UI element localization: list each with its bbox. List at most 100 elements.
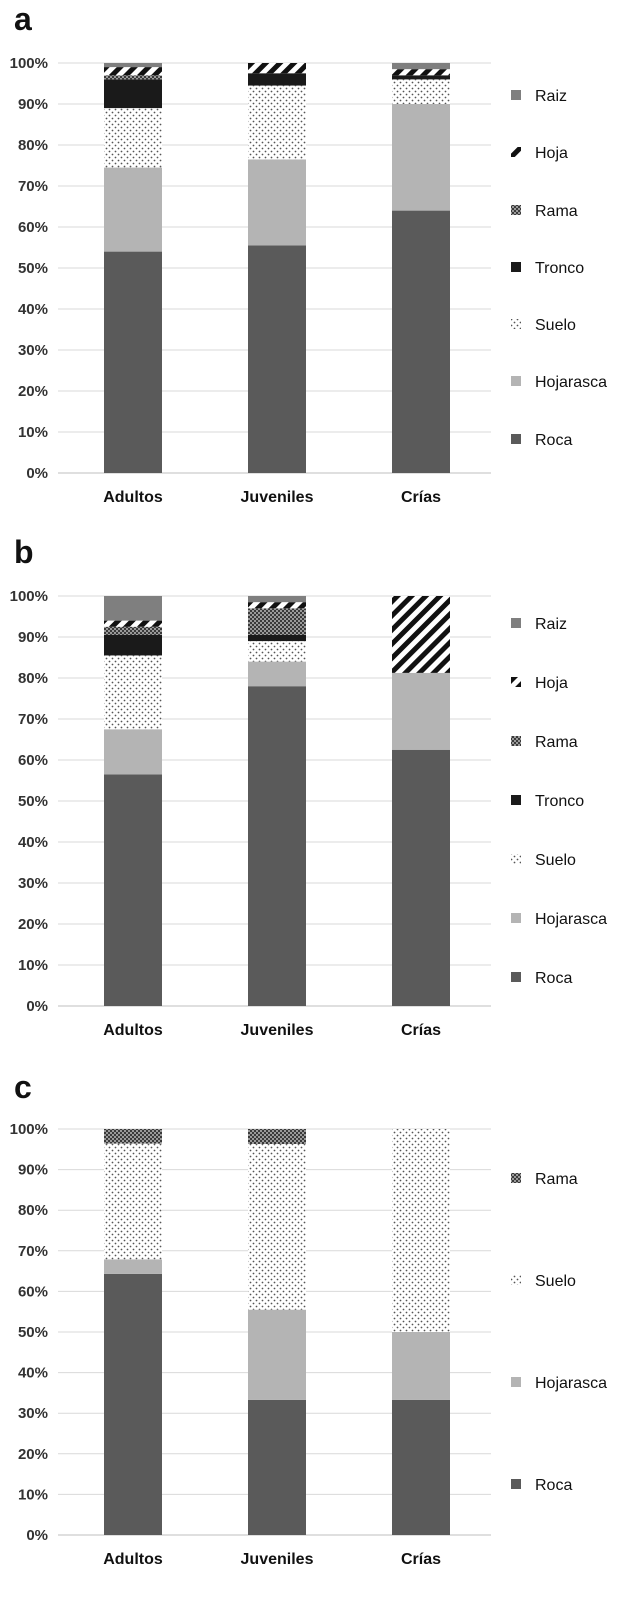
x-category-label: Crías (401, 1551, 441, 1568)
y-tick-label: 30% (18, 875, 48, 892)
bar-segment-hojarasca-adultos (104, 167, 162, 252)
bar-segment-suelo-juveniles (248, 641, 306, 662)
bar-segment-roca-crias (392, 210, 450, 473)
y-tick-label: 60% (18, 1283, 48, 1300)
bar-segment-hojarasca-adultos (104, 1259, 162, 1274)
bar-segment-raiz-adultos (104, 596, 162, 621)
legend-swatch-raiz (511, 90, 521, 100)
bar-segment-hojarasca-juveniles (248, 159, 306, 246)
legend-swatch-suelo (511, 854, 521, 864)
legend-label-tronco: Tronco (535, 260, 584, 277)
legend-swatch-tronco (511, 795, 521, 805)
y-tick-label: 20% (18, 916, 48, 933)
legend-label-rama: Rama (535, 203, 578, 220)
bar-segment-raiz-adultos (104, 63, 162, 68)
y-tick-label: 40% (18, 834, 48, 851)
bar-segment-hoja-crias (392, 596, 450, 673)
y-tick-label: 0% (26, 465, 48, 482)
bar-segment-hoja-adultos (104, 620, 162, 627)
y-tick-label: 0% (26, 1527, 48, 1544)
legend-label-hojarasca: Hojarasca (535, 1375, 607, 1392)
bar-segment-suelo-adultos (104, 1143, 162, 1260)
legend-swatch-suelo (511, 319, 521, 329)
bar-segment-tronco-juveniles (248, 73, 306, 86)
y-tick-label: 80% (18, 137, 48, 154)
bar-segment-tronco-adultos (104, 79, 162, 109)
y-tick-label: 0% (26, 998, 48, 1015)
y-tick-label: 10% (18, 1486, 48, 1503)
bar-segment-roca-juveniles (248, 686, 306, 1006)
legend-label-hoja: Hoja (535, 145, 568, 162)
y-tick-label: 70% (18, 178, 48, 195)
legend-label-suelo: Suelo (535, 852, 576, 869)
bar-segment-suelo-crias (392, 1129, 450, 1332)
y-tick-label: 50% (18, 260, 48, 277)
bar-segment-hojarasca-crias (392, 104, 450, 211)
bar-segment-hojarasca-crias (392, 1332, 450, 1400)
bar-segment-suelo-adultos (104, 655, 162, 730)
legend-label-rama: Rama (535, 1171, 578, 1188)
bar-segment-tronco-juveniles (248, 634, 306, 642)
bar-segment-hoja-juveniles (248, 602, 306, 609)
panel-letter: c (14, 1069, 32, 1105)
bar-segment-roca-juveniles (248, 245, 306, 473)
bar-segment-rama-juveniles (248, 1129, 306, 1145)
x-category-label: Juveniles (241, 1022, 314, 1039)
y-tick-label: 100% (10, 588, 48, 605)
bar-segment-roca-adultos (104, 774, 162, 1006)
bar-segment-rama-adultos (104, 1129, 162, 1144)
y-tick-label: 60% (18, 219, 48, 236)
y-tick-label: 10% (18, 424, 48, 441)
bar-segment-roca-juveniles (248, 1399, 306, 1535)
legend-label-suelo: Suelo (535, 1273, 576, 1290)
chart-panel-b: b 0% 10% 20% 30% 40% 50% 60% 70% 80% 90% 100% Adulto… (10, 534, 608, 1039)
legend-swatch-raiz (511, 618, 521, 628)
bar-segment-roca-adultos (104, 251, 162, 473)
x-category-label: Crías (401, 1022, 441, 1039)
legend-swatch-roca (511, 1479, 521, 1489)
x-category-label: Crías (401, 489, 441, 506)
x-category-label: Juveniles (241, 489, 314, 506)
legend-swatch-roca (511, 434, 521, 444)
y-tick-label: 70% (18, 711, 48, 728)
y-tick-label: 90% (18, 629, 48, 646)
legend-swatch-rama (511, 736, 521, 746)
bar-segment-tronco-crias (392, 75, 450, 80)
chart-panel-c: c 0% 10% 20% 30% 40% 50% 60% 70% 80% 90% 100% Adulto… (10, 1069, 608, 1568)
y-tick-label: 60% (18, 752, 48, 769)
y-tick-label: 70% (18, 1243, 48, 1260)
y-tick-label: 80% (18, 1202, 48, 1219)
legend-swatch-tronco (511, 262, 521, 272)
legend-swatch-hojarasca (511, 913, 521, 923)
bar-segment-hoja-adultos (104, 67, 162, 76)
bar-segment-roca-crias (392, 1399, 450, 1535)
bar-segment-rama-adultos (104, 75, 162, 80)
bar-segment-raiz-crias (392, 63, 450, 70)
legend-label-hojarasca: Hojarasca (535, 911, 607, 928)
legend-label-hoja: Hoja (535, 675, 568, 692)
bar-segment-suelo-crias (392, 79, 450, 104)
bar-segment-tronco-adultos (104, 634, 162, 656)
legend-label-raiz: Raiz (535, 616, 567, 633)
y-tick-label: 40% (18, 301, 48, 318)
bar-segment-hoja-juveniles (248, 63, 306, 74)
chart-panel-a: a 0% 10% 20% 30% 40% 50% 60% 70% 80% 90% 100% Adulto… (10, 1, 608, 506)
x-category-label: Juveniles (241, 1551, 314, 1568)
y-tick-label: 50% (18, 1324, 48, 1341)
bar-segment-hojarasca-crias (392, 672, 450, 750)
legend-label-roca: Roca (535, 1477, 572, 1494)
y-tick-label: 20% (18, 1446, 48, 1463)
bar-segment-roca-adultos (104, 1273, 162, 1535)
y-tick-label: 90% (18, 96, 48, 113)
panel-letter: b (14, 534, 34, 570)
y-tick-label: 40% (18, 1365, 48, 1382)
y-tick-label: 50% (18, 793, 48, 810)
legend-swatch-hoja (511, 147, 521, 157)
bar-segment-suelo-juveniles (248, 85, 306, 160)
bar-segment-hojarasca-juveniles (248, 1309, 306, 1400)
bar-segment-hoja-crias (392, 69, 450, 76)
y-tick-label: 90% (18, 1162, 48, 1179)
legend-swatch-roca (511, 972, 521, 982)
x-category-label: Adultos (103, 1551, 163, 1568)
